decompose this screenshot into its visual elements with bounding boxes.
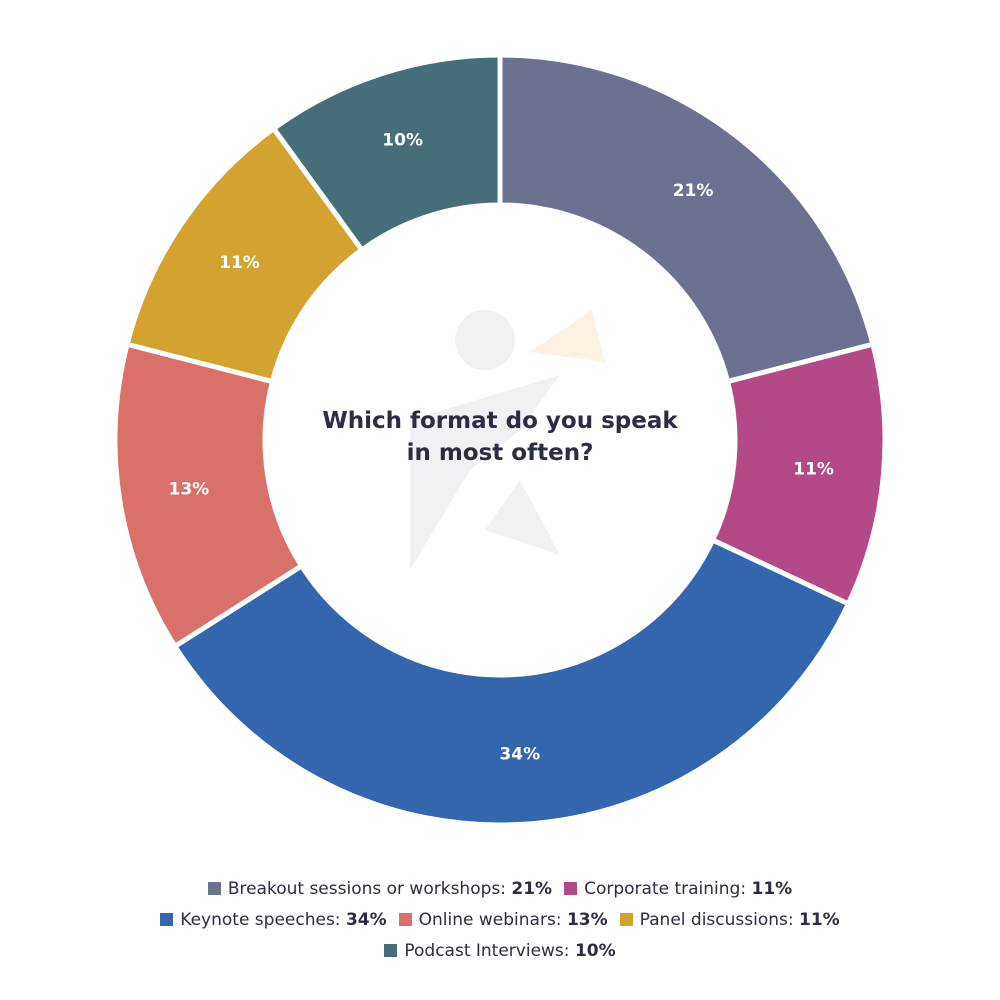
legend-item-online-webinars: Online webinars: 13%	[398, 905, 608, 936]
legend-value: 10%	[574, 941, 616, 961]
slice-breakout-sessions-or-workshops	[497, 52, 876, 385]
legend-row: Podcast Interviews: 10%	[80, 936, 920, 967]
legend-swatch	[207, 882, 221, 895]
legend-swatch	[619, 913, 633, 926]
legend-value: 13%	[566, 910, 608, 930]
slice-label-panel-discussions: 11%	[219, 253, 260, 273]
legend-row: Keynote speeches: 34% Online webinars: 13…	[80, 905, 920, 936]
slice-label-corporate-training: 11%	[793, 460, 834, 480]
legend-item-corporate-training: Corporate training: 11%	[564, 874, 792, 905]
chart-title-line-1: Which format do you speak	[322, 408, 678, 434]
legend-label: Panel discussions:	[639, 910, 800, 930]
legend-swatch	[384, 944, 398, 957]
legend-label: Corporate training:	[584, 879, 752, 899]
legend-item-podcast-interviews: Podcast Interviews: 10%	[384, 936, 616, 967]
legend-value: 11%	[751, 879, 793, 899]
slice-keynote-speeches	[171, 536, 852, 828]
slice-label-keynote-speeches: 34%	[499, 744, 540, 764]
chart-title-line-2: in most often?	[406, 440, 594, 466]
legend-swatch	[564, 882, 578, 895]
legend-item-panel-discussions: Panel discussions: 11%	[619, 905, 840, 936]
legend-label: Keynote speeches:	[180, 910, 346, 930]
legend-value: 21%	[511, 879, 553, 899]
legend-swatch	[398, 913, 412, 926]
chart-legend: Breakout sessions or workshops: 21% Corpo…	[80, 874, 920, 967]
legend-label: Podcast Interviews:	[404, 941, 575, 961]
chart-title: Which format do you speak in most often?	[300, 405, 700, 469]
legend-item-breakout-sessions-or-workshops: Breakout sessions or workshops: 21%	[207, 874, 553, 905]
logo-watermark-accent	[530, 310, 605, 362]
legend-row: Breakout sessions or workshops: 21% Corpo…	[80, 874, 920, 905]
legend-value: 11%	[799, 910, 840, 930]
legend-label: Online webinars:	[418, 910, 567, 930]
legend-value: 34%	[345, 910, 387, 930]
slice-podcast-interviews	[270, 52, 503, 254]
slice-label-podcast-interviews: 10%	[382, 130, 423, 150]
donut-chart-svg: 21% 11% 34% 13% 11% 10%	[115, 52, 885, 828]
slice-label-breakout-sessions-or-workshops: 21%	[673, 181, 714, 201]
donut-chart: 21% 11% 34% 13% 11% 10% Which format do you s…	[115, 52, 885, 828]
slice-label-online-webinars: 13%	[169, 479, 210, 499]
legend-swatch	[160, 913, 174, 926]
logo-watermark	[410, 310, 560, 570]
legend-item-keynote-speeches: Keynote speeches: 34%	[160, 905, 387, 936]
legend-label: Breakout sessions or workshops:	[227, 879, 512, 899]
